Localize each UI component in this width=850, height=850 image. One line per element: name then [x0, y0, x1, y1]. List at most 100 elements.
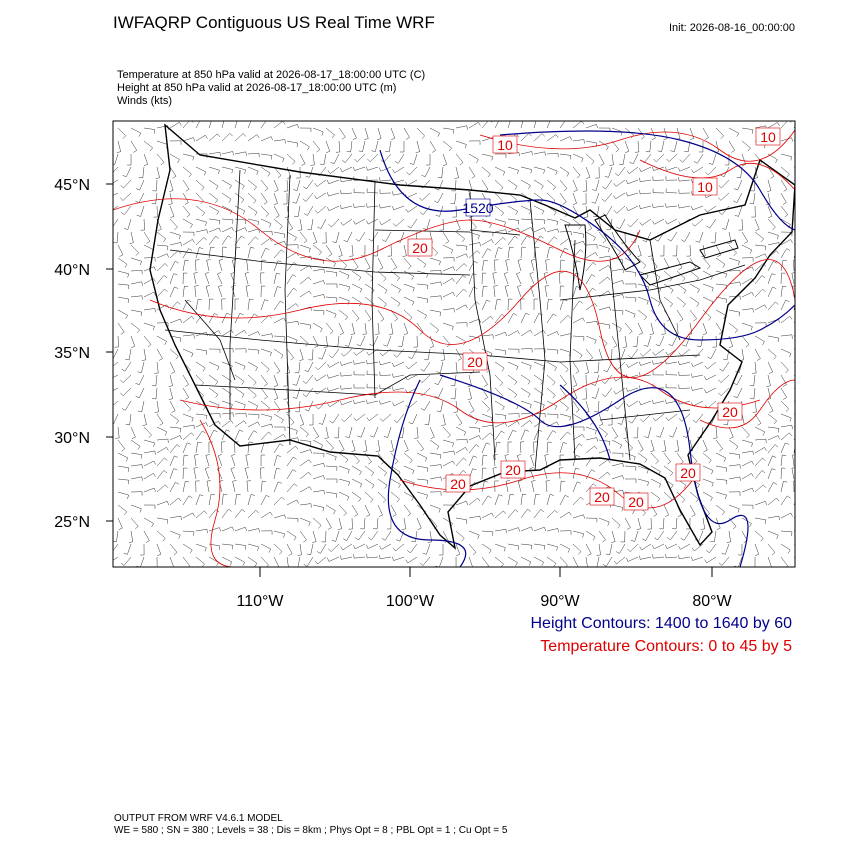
- wind-barb: [327, 361, 340, 368]
- wind-barb: [367, 153, 379, 163]
- wind-barb: [218, 285, 223, 298]
- wind-barb: [559, 299, 568, 311]
- wind-barb: [397, 335, 405, 348]
- wind-barb: [234, 133, 246, 142]
- wind-barb: [299, 426, 309, 438]
- footer-line: OUTPUT FROM WRF V4.6.1 MODEL: [114, 813, 283, 824]
- wind-barb: [429, 476, 442, 481]
- wind-barb: [676, 283, 687, 294]
- wind-barb: [234, 412, 247, 418]
- wind-barb: [676, 309, 684, 322]
- wind-barb: [663, 309, 671, 322]
- wind-barb: [691, 556, 704, 561]
- wind-barb: [304, 400, 314, 412]
- wind-barb: [169, 205, 175, 218]
- wind-barb: [299, 255, 312, 261]
- wind-barb: [392, 556, 405, 561]
- wind-barb: [169, 301, 181, 311]
- wind-barb: [507, 179, 518, 190]
- wind-barb: [481, 248, 492, 259]
- wind-barb: [727, 231, 732, 244]
- wind-barb: [507, 227, 520, 233]
- wind-barb: [450, 374, 457, 387]
- wind-barb: [754, 543, 760, 556]
- wind-barb: [195, 422, 208, 428]
- wind-barb: [395, 530, 405, 542]
- wind-barb: [389, 439, 394, 452]
- wind-barb: [628, 413, 639, 424]
- wind-barb: [546, 205, 557, 216]
- wind-barb: [780, 361, 789, 373]
- wind-barb: [689, 270, 699, 282]
- wind-barb: [685, 517, 691, 530]
- wind-barb: [260, 530, 273, 535]
- wind-barb: [403, 127, 410, 140]
- wind-barb: [429, 426, 435, 439]
- wind-barb: [195, 134, 208, 142]
- wind-barb: [665, 176, 678, 181]
- wind-barb: [572, 481, 581, 493]
- wind-barb: [283, 387, 288, 400]
- wind-barb: [767, 122, 780, 129]
- wind-barb: [273, 205, 280, 218]
- wind-barb: [681, 231, 691, 242]
- wind-barb: [780, 543, 791, 554]
- wind-barb: [793, 413, 795, 415]
- wind-barb: [678, 218, 691, 226]
- wind-barb: [602, 205, 613, 216]
- wind-barb: [689, 491, 699, 503]
- wind-barb: [286, 413, 295, 426]
- lat-label: 45°N: [54, 177, 90, 194]
- wind-barb: [728, 140, 736, 153]
- wind-barb: [767, 153, 778, 164]
- wind-barb: [793, 218, 795, 220]
- wind-barb: [260, 247, 270, 259]
- wind-barb: [585, 231, 596, 242]
- wind-barb: [520, 329, 533, 337]
- wind-barb: [130, 140, 138, 153]
- wind-barb: [507, 313, 517, 324]
- wind-barb: [136, 205, 145, 217]
- contour-label-box: [407, 238, 433, 257]
- wind-barb: [689, 127, 695, 140]
- wind-barb: [582, 387, 587, 400]
- wind-barb: [667, 231, 678, 242]
- wind-barb: [130, 295, 143, 300]
- wind-barb: [312, 127, 324, 136]
- wind-barb: [364, 283, 375, 294]
- wind-barb: [299, 503, 312, 508]
- wind-barb: [314, 387, 327, 395]
- wind-barb: [273, 179, 279, 192]
- wind-barb: [260, 348, 272, 357]
- wind-barb: [585, 335, 597, 344]
- wind-barb: [340, 385, 353, 390]
- wind-barb: [194, 285, 199, 298]
- wind-barb: [416, 127, 426, 139]
- wind-barb: [494, 247, 503, 259]
- wind-barb: [572, 467, 580, 480]
- wind-barb: [416, 296, 429, 304]
- wind-barb: [247, 413, 260, 419]
- wind-barb: [621, 231, 626, 244]
- wind-barb: [455, 153, 464, 166]
- wind-barb: [247, 556, 258, 567]
- wind-barb: [505, 480, 510, 493]
- wind-barb: [572, 153, 584, 163]
- wind-barb: [208, 218, 221, 225]
- wind-barb: [169, 153, 180, 164]
- wind-barb: [169, 218, 178, 230]
- wind-barb: [750, 179, 756, 192]
- wind-barb: [733, 179, 743, 191]
- wind-barb: [195, 528, 208, 534]
- wind-barb: [692, 413, 704, 423]
- wind-barb: [559, 494, 569, 506]
- wind-barb: [741, 517, 752, 528]
- wind-barb: [299, 322, 312, 330]
- wind-barb: [754, 244, 767, 251]
- wind-barb: [143, 450, 156, 455]
- wind-barb: [468, 140, 481, 145]
- wind-barb: [299, 276, 312, 285]
- wind-barb: [143, 335, 152, 348]
- contour-label: 20: [628, 494, 644, 510]
- wind-barb: [559, 400, 569, 412]
